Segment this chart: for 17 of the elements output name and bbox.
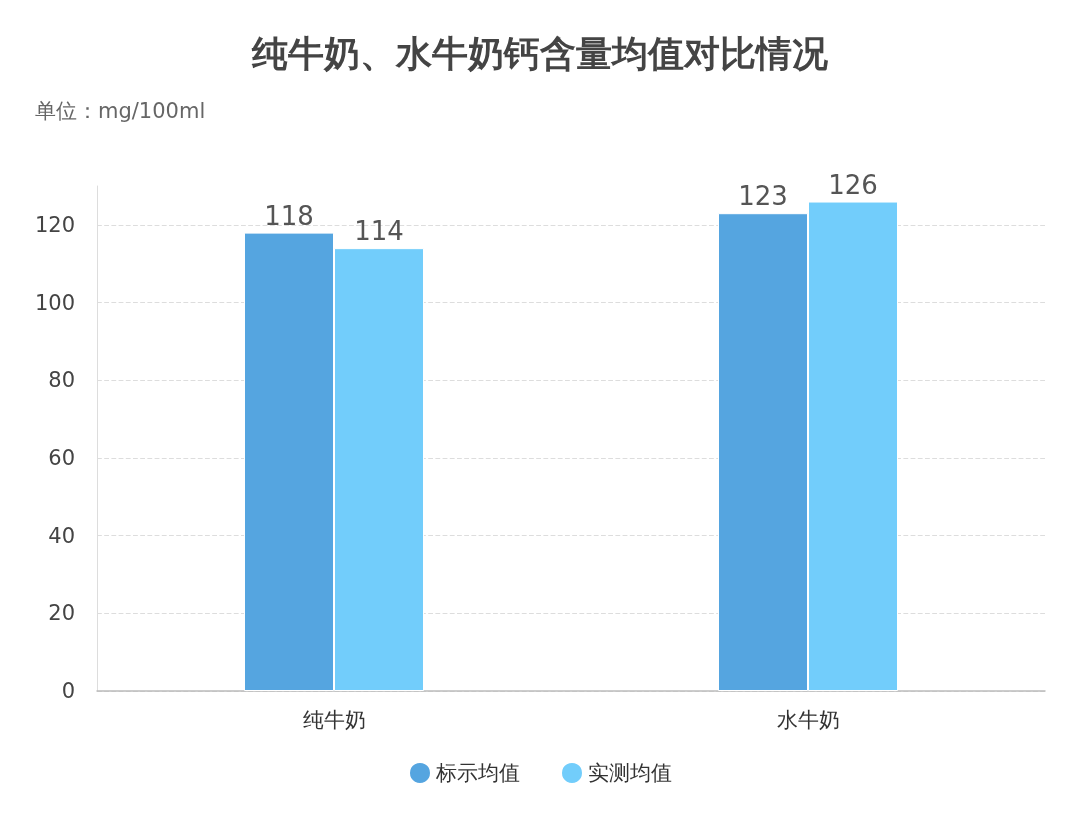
legend-label: 实测均值 <box>588 761 672 785</box>
chart-subtitle: 单位：mg/100ml <box>35 98 206 123</box>
x-tick-label: 水牛奶 <box>776 707 840 732</box>
y-tick-label: 100 <box>34 290 75 315</box>
x-tick-label: 纯牛奶 <box>302 707 366 732</box>
y-tick-label: 80 <box>48 368 75 393</box>
y-tick-label: 120 <box>34 212 75 237</box>
y-tick-label: 40 <box>48 523 75 548</box>
data-label: 126 <box>828 169 878 200</box>
chart-title: 纯牛奶、水牛奶钙含量均值对比情况 <box>251 32 828 74</box>
y-tick-label: 60 <box>48 445 75 470</box>
data-label: 118 <box>264 200 314 231</box>
y-tick-label: 0 <box>61 679 75 703</box>
legend-label: 标示均值 <box>435 761 520 785</box>
data-label: 123 <box>738 181 788 212</box>
data-label: 114 <box>354 216 404 247</box>
y-tick-label: 20 <box>48 601 75 626</box>
